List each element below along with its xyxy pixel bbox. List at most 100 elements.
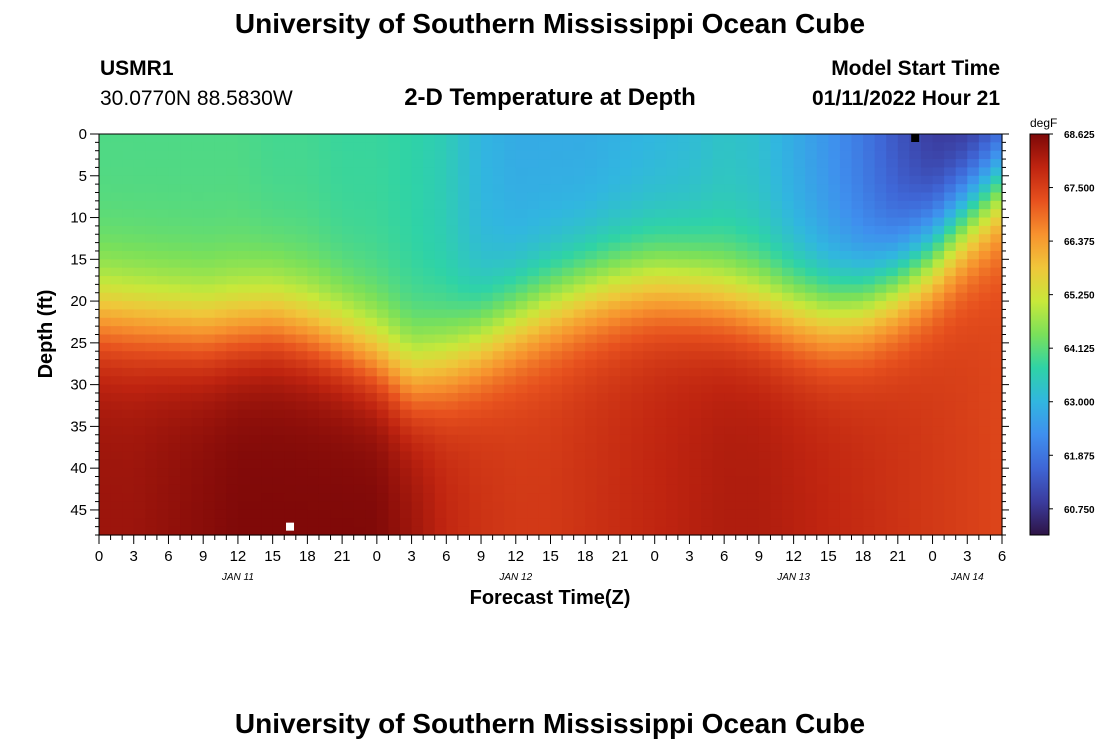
heatmap-cell bbox=[596, 134, 609, 143]
heatmap-cell bbox=[423, 200, 436, 210]
heatmap-cell bbox=[538, 259, 552, 269]
heatmap-cell bbox=[376, 284, 390, 294]
heatmap-cell bbox=[492, 142, 505, 152]
heatmap-cell bbox=[411, 184, 424, 194]
heatmap-cell bbox=[191, 418, 204, 427]
heatmap-cell bbox=[388, 167, 401, 177]
heatmap-cell bbox=[272, 276, 285, 285]
heatmap-cell bbox=[214, 434, 227, 444]
heatmap-cell bbox=[481, 134, 494, 143]
heatmap-cell bbox=[839, 351, 853, 361]
heatmap-cell bbox=[249, 484, 262, 494]
heatmap-cell bbox=[481, 509, 494, 519]
heatmap-cell bbox=[712, 267, 725, 277]
heatmap-cell bbox=[295, 426, 308, 436]
heatmap-cell bbox=[573, 459, 586, 469]
heatmap-cell bbox=[492, 434, 505, 444]
heatmap-cell bbox=[203, 259, 216, 269]
heatmap-cell bbox=[434, 468, 447, 478]
heatmap-cell bbox=[782, 367, 795, 377]
heatmap-cell bbox=[619, 476, 633, 486]
heatmap-cell bbox=[863, 367, 876, 377]
heatmap-cell bbox=[411, 192, 424, 202]
heatmap-cell bbox=[423, 276, 436, 285]
heatmap-cell bbox=[145, 142, 158, 152]
heatmap-cell bbox=[770, 509, 783, 519]
heatmap-cell bbox=[330, 284, 343, 294]
heatmap-cell bbox=[793, 234, 806, 244]
heatmap-cell bbox=[770, 309, 783, 319]
x-tick-label: 0 bbox=[373, 548, 381, 565]
heatmap-cell bbox=[770, 501, 783, 511]
heatmap-cell bbox=[214, 175, 227, 185]
heatmap-cell bbox=[504, 451, 517, 461]
heatmap-cell bbox=[770, 225, 783, 235]
heatmap-cell bbox=[214, 476, 227, 486]
heatmap-cell bbox=[156, 518, 170, 528]
heatmap-cell bbox=[770, 192, 783, 202]
heatmap-cell bbox=[932, 259, 945, 269]
heatmap-cell bbox=[608, 476, 621, 486]
heatmap-cell bbox=[122, 175, 135, 185]
heatmap-cell bbox=[712, 317, 725, 327]
heatmap-cell bbox=[504, 401, 517, 411]
heatmap-cell bbox=[631, 184, 644, 194]
heatmap-cell bbox=[562, 434, 575, 444]
heatmap-cell bbox=[735, 434, 748, 444]
heatmap-cell bbox=[214, 234, 227, 244]
heatmap-cell bbox=[897, 225, 910, 235]
heatmap-cell bbox=[863, 426, 876, 436]
heatmap-cell bbox=[886, 284, 899, 294]
heatmap-cell bbox=[735, 484, 748, 494]
heatmap-cell bbox=[214, 509, 227, 519]
heatmap-cell bbox=[920, 484, 934, 494]
heatmap-cell bbox=[666, 334, 679, 344]
heatmap-cell bbox=[666, 426, 679, 436]
heatmap-cell bbox=[527, 150, 540, 160]
heatmap-cell bbox=[180, 476, 193, 486]
heatmap-cell bbox=[944, 426, 957, 436]
x-tick-label: 9 bbox=[477, 548, 485, 565]
heatmap-cell bbox=[654, 217, 667, 227]
heatmap-cell bbox=[666, 493, 679, 503]
heatmap-cell bbox=[897, 175, 910, 185]
heatmap-cell bbox=[191, 342, 204, 352]
date-label: JAN 14 bbox=[950, 572, 984, 583]
heatmap-cell bbox=[909, 326, 922, 336]
heatmap-cell bbox=[562, 217, 575, 227]
heatmap-cell bbox=[388, 217, 401, 227]
heatmap-cell bbox=[851, 401, 864, 411]
heatmap-cell bbox=[365, 376, 378, 386]
heatmap-cell bbox=[388, 301, 401, 311]
heatmap-cell bbox=[318, 284, 332, 294]
heatmap-cell bbox=[608, 159, 621, 169]
heatmap-cell bbox=[249, 351, 262, 361]
heatmap-cell bbox=[318, 276, 332, 285]
heatmap-cell bbox=[481, 301, 494, 311]
heatmap-cell bbox=[932, 276, 945, 285]
heatmap-cell bbox=[330, 242, 343, 252]
heatmap-cell bbox=[376, 342, 390, 352]
heatmap-cell bbox=[423, 359, 436, 369]
heatmap-cell bbox=[295, 267, 308, 277]
heatmap-cell bbox=[874, 376, 887, 386]
heatmap-cell bbox=[99, 134, 112, 143]
heatmap-cell bbox=[515, 167, 528, 177]
heatmap-cell bbox=[261, 309, 274, 319]
heatmap-cell bbox=[214, 376, 227, 386]
heatmap-cell bbox=[457, 359, 471, 369]
heatmap-cell bbox=[481, 334, 494, 344]
heatmap-cell bbox=[504, 509, 517, 519]
heatmap-cell bbox=[261, 150, 274, 160]
heatmap-cell bbox=[712, 250, 725, 260]
x-axis-label: Forecast Time(Z) bbox=[470, 587, 631, 609]
heatmap-cell bbox=[793, 242, 806, 252]
heatmap-cell bbox=[631, 284, 644, 294]
heatmap-cell bbox=[249, 334, 262, 344]
heatmap-cell bbox=[932, 501, 945, 511]
heatmap-cell bbox=[851, 509, 864, 519]
heatmap-cell bbox=[99, 259, 112, 269]
heatmap-cell bbox=[515, 317, 528, 327]
heatmap-cell bbox=[249, 134, 262, 143]
heatmap-cell bbox=[481, 259, 494, 269]
